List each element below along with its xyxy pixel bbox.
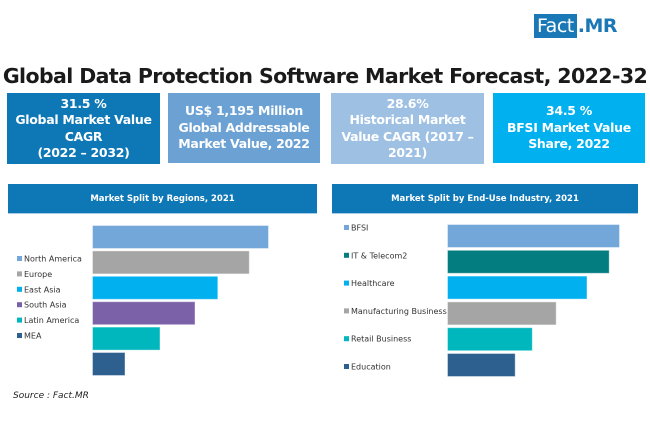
- region-bar-south-asia: [92, 301, 195, 325]
- kpi-line: 31.5 %: [60, 95, 107, 111]
- industry-legend-swatch: [344, 225, 349, 230]
- region-legend-swatch: [17, 302, 22, 308]
- kpi-global-cagr: 31.5 % Global Market Value CAGR (2022 – …: [7, 93, 160, 164]
- kpi-line: 2021): [387, 145, 427, 160]
- regions-chart-title: Market Split by Regions, 2021: [8, 184, 317, 214]
- industry-legend-label: Manufacturing Business: [351, 307, 447, 316]
- industry-legend-swatch: [344, 280, 349, 286]
- industry-legend-label: BFSI: [351, 224, 368, 233]
- region-bar-europe: [92, 250, 250, 274]
- industry-legend-swatch: [344, 252, 349, 258]
- page-title: Global Data Protection Software Market F…: [2, 64, 648, 88]
- region-legend-swatch: [17, 271, 22, 277]
- region-legend-swatch: [17, 256, 22, 261]
- source-note: Source : Fact.MR: [13, 391, 89, 401]
- industry-bar-it-telecom2: [447, 250, 610, 274]
- industry-legend-label: Retail Business: [351, 335, 411, 344]
- kpi-line: US$ 1,195 Million: [184, 103, 304, 119]
- kpi-bfsi-share: 34.5 % BFSI Market Value Share, 2022: [493, 93, 645, 163]
- region-legend-label: Latin America: [24, 316, 79, 325]
- kpi-line: Market Value, 2022: [178, 136, 310, 152]
- kpi-line: Global Market Value: [15, 112, 152, 127]
- industry-legend-label: IT & Telecom2: [351, 251, 407, 260]
- kpi-line: Share, 2022: [528, 136, 610, 152]
- region-bar-latin-america: [92, 327, 160, 351]
- kpi-line: Value CAGR (2017 –: [341, 128, 474, 144]
- industry-legend-swatch: [344, 364, 349, 369]
- kpi-line: 34.5 %: [546, 103, 592, 119]
- industry-bar-education: [447, 353, 516, 377]
- industry-legend-swatch: [344, 336, 349, 342]
- industry-legend-label: Healthcare: [351, 279, 395, 288]
- region-legend-label: South Asia: [24, 301, 67, 310]
- logo-mr: .MR: [577, 15, 618, 37]
- kpi-historical-cagr: 28.6% Historical Market Value CAGR (2017…: [331, 93, 484, 164]
- region-bar-east-asia: [92, 276, 218, 300]
- region-bar-mea: [92, 352, 125, 376]
- kpi-line: 28.6%: [386, 95, 429, 111]
- region-legend-swatch: [17, 286, 22, 292]
- kpi-line: (2022 – 2032): [37, 145, 130, 160]
- region-legend-label: North America: [24, 255, 82, 264]
- logo-fact: Fact: [534, 14, 577, 38]
- industry-bar-bfsi: [447, 224, 620, 248]
- kpi-line: BFSI Market Value: [507, 119, 631, 135]
- industry-bar-healthcare: [447, 276, 587, 300]
- region-legend-label: Europe: [24, 270, 52, 279]
- region-legend-label: MEA: [24, 332, 42, 341]
- industry-legend-label: Education: [351, 363, 391, 372]
- industry-bar-retail-business: [447, 327, 533, 351]
- kpi-line: CAGR: [64, 128, 103, 144]
- region-legend-swatch: [17, 333, 22, 338]
- industry-chart-title: Market Split by End-Use Industry, 2021: [332, 184, 638, 214]
- region-bar-north-america: [92, 225, 269, 249]
- industry-legend-swatch: [344, 308, 349, 314]
- region-legend-swatch: [17, 317, 22, 323]
- kpi-line: Historical Market: [349, 112, 466, 127]
- industry-bar-manufacturing-business: [447, 301, 557, 325]
- kpi-line: Global Addressable: [178, 119, 310, 135]
- kpi-addressable-value: US$ 1,195 Million Global Addressable Mar…: [168, 93, 320, 163]
- factmr-logo: Fact .MR: [534, 14, 618, 38]
- region-legend-label: East Asia: [24, 285, 61, 294]
